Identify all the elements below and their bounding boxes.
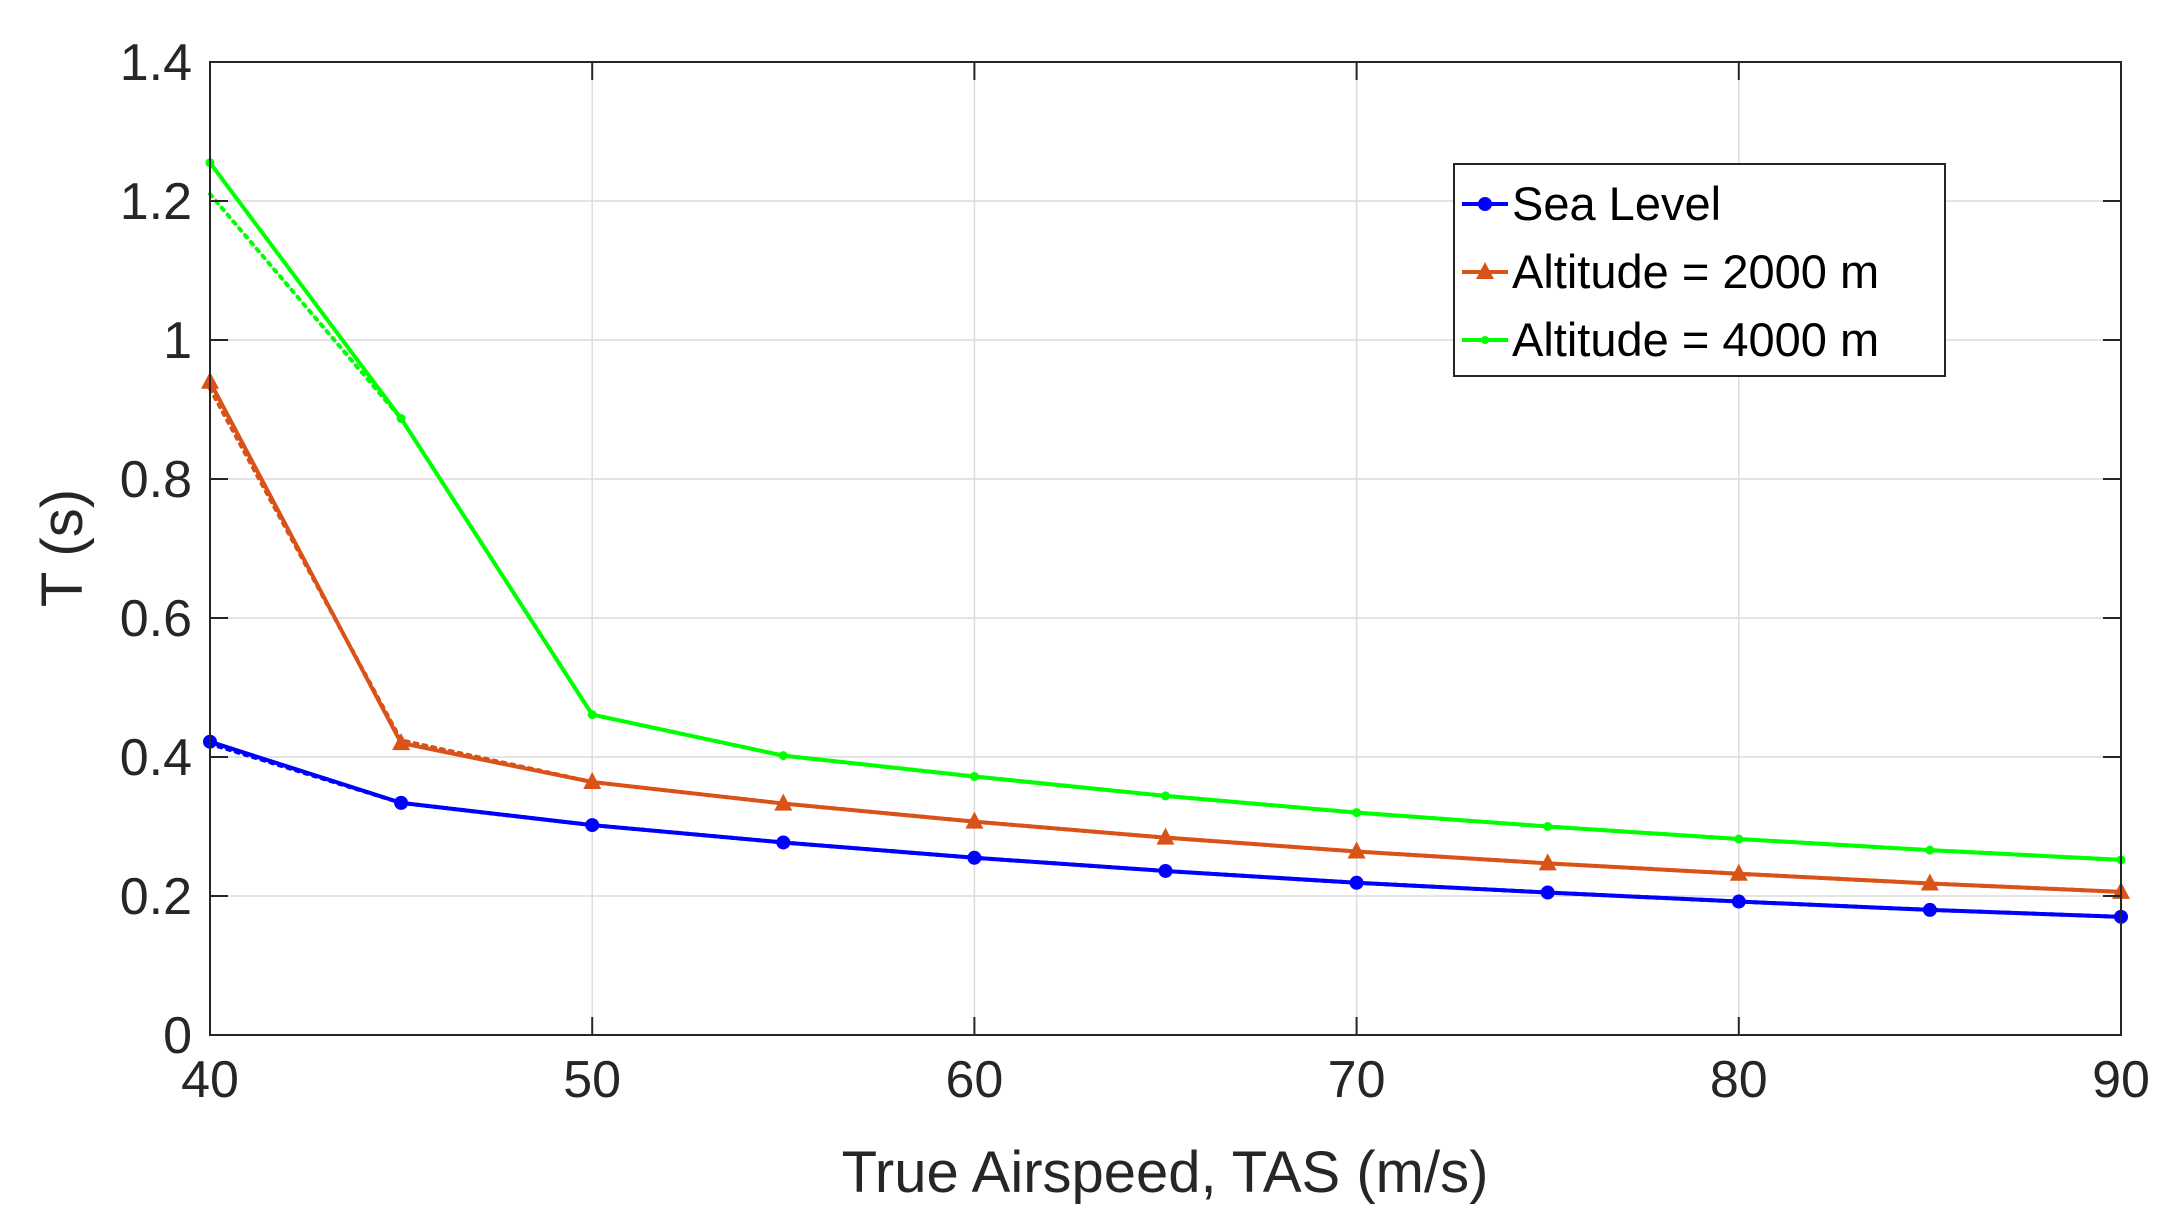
x-axis-title: True Airspeed, TAS (m/s) <box>842 1140 1489 1205</box>
data-point-altitude-4000-m <box>396 414 406 424</box>
data-point-sea-level <box>1540 885 1555 900</box>
x-tick-label: 70 <box>1328 1051 1386 1109</box>
x-tick-label: 50 <box>563 1051 621 1109</box>
data-point-altitude-4000-m <box>778 751 788 761</box>
legend-label-altitude-4000: Altitude = 4000 m <box>1512 313 1879 366</box>
y-tick-label: 1 <box>163 312 192 370</box>
y-tick-label: 0.8 <box>120 451 192 509</box>
y-tick-label: 0.6 <box>120 590 192 648</box>
data-point-altitude-2000-m <box>774 793 793 811</box>
x-tick-label: 40 <box>181 1051 239 1109</box>
x-tick-label: 60 <box>945 1051 1003 1109</box>
data-point-altitude-2000-m <box>965 811 984 829</box>
legend-label-altitude-2000: Altitude = 2000 m <box>1512 245 1879 298</box>
data-point-altitude-2000-m <box>1347 841 1366 859</box>
data-point-altitude-4000-m <box>1352 808 1362 818</box>
series-altitude-4000-m <box>205 158 2126 865</box>
y-axis-title: T (s) <box>30 489 95 607</box>
data-point-sea-level <box>585 818 600 833</box>
ticks <box>209 61 2122 1036</box>
data-point-sea-level <box>394 795 409 810</box>
y-tick-label: 0.2 <box>120 868 192 926</box>
legend-marker-altitude-2000 <box>1476 262 1494 279</box>
data-point-altitude-4000-m <box>1161 791 1170 801</box>
legend-box <box>1453 163 1946 377</box>
legend-marker-altitude-4000 <box>1481 336 1489 344</box>
y-tick-label: 0 <box>163 1007 192 1065</box>
data-point-altitude-2000-m <box>392 733 411 751</box>
data-point-altitude-4000-m <box>1543 822 1553 831</box>
data-point-altitude-2000-m <box>1538 853 1557 871</box>
data-point-sea-level <box>967 850 982 865</box>
data-point-sea-level <box>1349 875 1364 890</box>
data-point-altitude-4000-m <box>1925 845 1935 855</box>
data-point-altitude-4000-m <box>587 710 597 720</box>
legend-label-sea-level: Sea Level <box>1512 177 1721 230</box>
data-point-altitude-4000-m <box>969 771 979 781</box>
tick-labels: 40 50 60 70 80 90 0 0.2 0.4 0.6 0.8 1 1.2 1.4 <box>120 34 2150 1109</box>
data-point-altitude-2000-m <box>1156 827 1175 845</box>
data-point-altitude-2000-m <box>583 772 602 790</box>
x-tick-label: 90 <box>2092 1051 2150 1109</box>
data-point-sea-level <box>1731 894 1746 909</box>
x-tick-label: 80 <box>1710 1051 1768 1109</box>
legend: Sea Level Altitude = 2000 m Altitude = 4… <box>1453 163 1946 377</box>
series-layer <box>201 158 2130 924</box>
data-point-sea-level <box>776 835 791 850</box>
data-point-altitude-2000-m <box>1920 873 1939 891</box>
y-tick-label: 0.4 <box>120 729 192 787</box>
series-altitude-2000-m <box>201 371 2130 899</box>
data-point-altitude-4000-m <box>1734 834 1744 844</box>
data-point-sea-level <box>1158 863 1173 878</box>
y-tick-label: 1.4 <box>120 34 192 92</box>
y-tick-label: 1.2 <box>120 173 192 231</box>
axes-box <box>209 61 2122 1036</box>
data-point-sea-level <box>1922 902 1937 917</box>
series-sea-level <box>203 734 2128 924</box>
data-point-altitude-2000-m <box>1729 863 1748 881</box>
legend-marker-sea-level <box>1478 197 1492 211</box>
